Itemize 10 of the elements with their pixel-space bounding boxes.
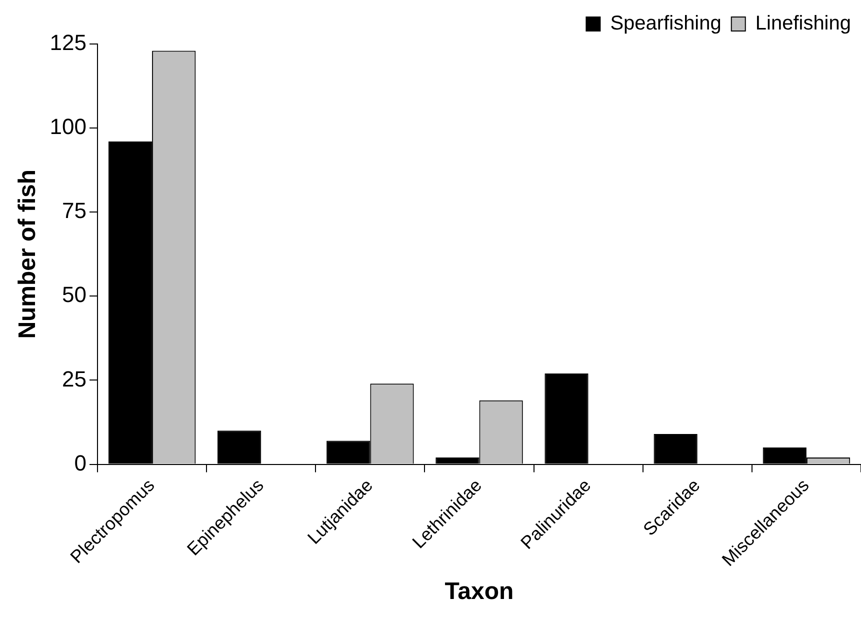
legend-label: Linefishing <box>755 12 851 35</box>
y-tick-label: 50 <box>62 282 87 308</box>
y-tick-label: 25 <box>62 366 87 392</box>
y-axis-title: Number of fish <box>14 169 42 339</box>
y-tick-label: 0 <box>74 450 87 476</box>
y-tick-label: 100 <box>50 114 87 140</box>
legend-label: Spearfishing <box>610 12 722 35</box>
y-tick-label: 125 <box>50 30 87 56</box>
y-tick-label: 75 <box>62 198 87 224</box>
x-axis-title: Taxon <box>444 578 514 606</box>
